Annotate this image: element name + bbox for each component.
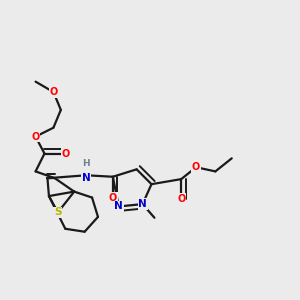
Text: N: N xyxy=(82,172,91,183)
Text: H: H xyxy=(82,160,90,169)
Text: N: N xyxy=(138,199,147,209)
Text: S: S xyxy=(54,207,62,218)
Text: O: O xyxy=(61,148,69,159)
Text: O: O xyxy=(192,162,200,172)
Text: O: O xyxy=(49,87,58,97)
Text: O: O xyxy=(109,193,117,202)
Text: N: N xyxy=(114,202,123,212)
Text: O: O xyxy=(177,194,185,204)
Text: O: O xyxy=(32,132,40,142)
